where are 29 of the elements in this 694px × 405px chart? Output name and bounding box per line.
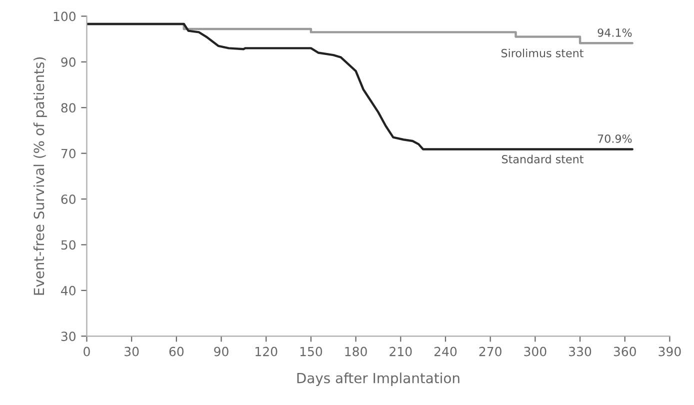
x-tick-label: 300	[524, 346, 546, 356]
y-tick-label: 30	[61, 332, 76, 342]
annotation: 70.9%	[598, 134, 632, 143]
y-tick-label: 80	[61, 103, 76, 113]
y-tick-label: 40	[61, 286, 76, 296]
y-tick-label: 100	[54, 12, 76, 22]
x-tick-label: 240	[434, 346, 457, 356]
x-tick-label: 270	[479, 346, 502, 356]
y-tick-label: 60	[61, 194, 76, 204]
x-tick-label: 90	[214, 346, 228, 356]
x-tick-label: 30	[124, 346, 139, 356]
x-tick-label: 360	[614, 346, 636, 356]
annotation: 94.1%	[598, 28, 632, 37]
x-tick-label: 60	[169, 346, 184, 356]
series-label: Sirolimus stent	[501, 48, 584, 58]
y-tick-label: 70	[61, 148, 76, 158]
y-tick-label: 50	[61, 240, 76, 250]
x-tick-label: 330	[569, 346, 592, 356]
y-axis-title: Event-free Survival (% of patients)	[33, 57, 47, 295]
y-tick-label: 90	[61, 57, 76, 67]
line-series	[86, 22, 634, 150]
x-tick-label: 120	[256, 346, 278, 356]
x-tick-label: 0	[84, 346, 90, 356]
x-tick-label: 210	[390, 346, 412, 356]
x-tick-label: 390	[658, 346, 681, 356]
x-tick-label: 150	[300, 346, 322, 356]
x-axis-title: Days after Implantation	[297, 372, 460, 386]
x-tick-label: 180	[345, 346, 367, 356]
series-label: Standard stent	[502, 154, 584, 164]
